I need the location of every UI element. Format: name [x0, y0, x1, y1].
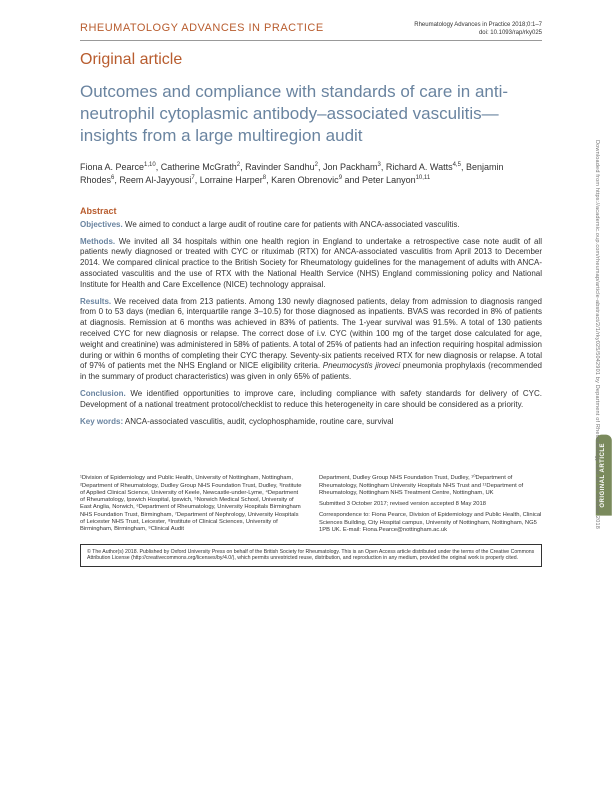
abstract-heading: Abstract — [80, 206, 542, 216]
license-box: © The Author(s) 2018. Published by Oxfor… — [80, 544, 542, 566]
abstract-objectives: Objectives. We aimed to conduct a large … — [80, 220, 542, 231]
abstract-conclusion-text: We identified opportunities to improve c… — [80, 389, 542, 409]
affiliations-right-dept: Department, Dudley Group NHS Foundation … — [319, 475, 542, 497]
abstract-conclusion: Conclusion. We identified opportunities … — [80, 389, 542, 411]
page-content: RHEUMATOLOGY ADVANCES IN PRACTICE Rheuma… — [0, 0, 612, 587]
article-type: Original article — [80, 51, 542, 69]
download-strip: Downloaded from https://academic.oup.com… — [594, 140, 600, 529]
submitted-line: Submitted 3 October 2017; revised versio… — [319, 501, 542, 508]
abstract-block: Abstract Objectives. We aimed to conduct… — [80, 206, 542, 428]
abstract-results: Results. We received data from 213 patie… — [80, 297, 542, 383]
citation-block: Rheumatology Advances in Practice 2018;0… — [414, 22, 542, 38]
abstract-methods: Methods. We invited all 34 hospitals wit… — [80, 237, 542, 291]
abstract-results-ital: Pneumocystis jiroveci — [323, 361, 400, 370]
affiliations-block: ¹Division of Epidemiology and Public Hea… — [80, 475, 542, 534]
abstract-methods-text: We invited all 34 hospitals within one h… — [80, 237, 542, 289]
keywords-line: Key words: ANCA-associated vasculitis, a… — [80, 417, 542, 428]
abstract-results-prefix: We received data from 213 patients. Amon… — [80, 297, 542, 371]
affiliations-left: ¹Division of Epidemiology and Public Hea… — [80, 475, 303, 534]
correspondence-block: Correspondence to: Fiona Pearce, Divisio… — [319, 512, 542, 534]
doi-line: doi: 10.1093/rap/rky025 — [414, 30, 542, 38]
citation-line: Rheumatology Advances in Practice 2018;0… — [414, 22, 542, 30]
journal-header: RHEUMATOLOGY ADVANCES IN PRACTICE Rheuma… — [80, 22, 542, 41]
abstract-objectives-text: We aimed to conduct a large audit of rou… — [125, 220, 460, 229]
author-list: Fiona A. Pearce1,10, Catherine McGrath2,… — [80, 161, 542, 188]
affiliations-right: Department, Dudley Group NHS Foundation … — [319, 475, 542, 534]
article-title: Outcomes and compliance with standards o… — [80, 81, 542, 147]
keywords-label: Key words: — [80, 417, 123, 426]
journal-name: RHEUMATOLOGY ADVANCES IN PRACTICE — [80, 22, 324, 34]
keywords-text: ANCA-associated vasculitis, audit, cyclo… — [123, 417, 393, 426]
